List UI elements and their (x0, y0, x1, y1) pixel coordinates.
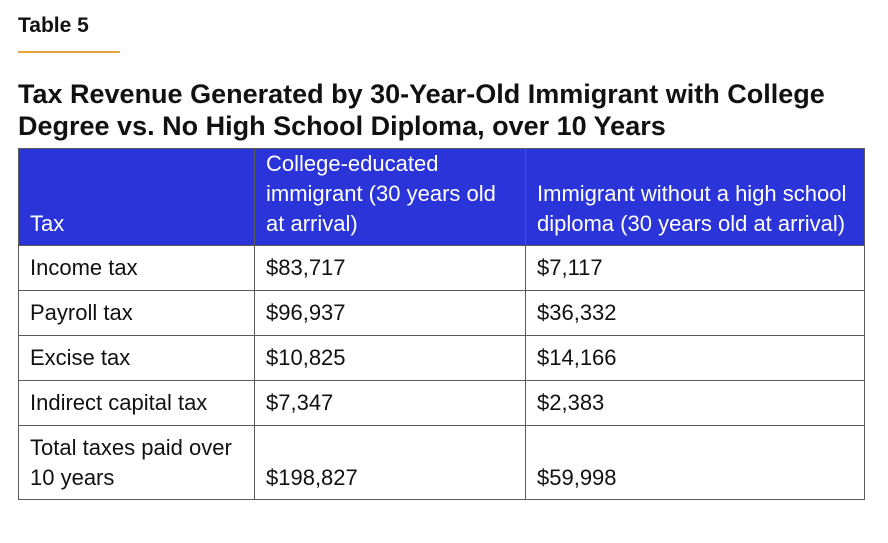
no-diploma-value-cell: $7,117 (525, 245, 865, 291)
accent-divider (18, 51, 120, 53)
row-label-cell: Income tax (18, 245, 255, 291)
row-label-cell: Excise tax (18, 335, 255, 381)
table-title: Tax Revenue Generated by 30-Year-Old Imm… (18, 79, 825, 141)
no-diploma-value-cell: $2,383 (525, 380, 865, 426)
no-diploma-value-cell: $14,166 (525, 335, 865, 381)
table-row: Excise tax $10,825 $14,166 (18, 335, 865, 381)
table-row: Indirect capital tax $7,347 $2,383 (18, 380, 865, 426)
total-row: Total taxes paid over 10 years $198,827 … (18, 425, 865, 500)
column-header-college-educated: College-educated immigrant (30 years old… (254, 148, 526, 246)
column-header-no-diploma: Immigrant without a high school diploma … (525, 148, 865, 246)
row-label-cell: Payroll tax (18, 290, 255, 336)
row-label-cell: Total taxes paid over 10 years (18, 425, 255, 500)
college-value-cell: $96,937 (254, 290, 526, 336)
column-header-tax: Tax (18, 148, 255, 246)
college-value-cell: $83,717 (254, 245, 526, 291)
no-diploma-value-cell: $36,332 (525, 290, 865, 336)
table-number-label: Table 5 (18, 14, 89, 37)
college-value-cell: $198,827 (254, 425, 526, 500)
table-row: Income tax $83,717 $7,117 (18, 245, 865, 291)
tax-revenue-table: Tax College-educated immigrant (30 years… (18, 148, 865, 500)
table-row: Payroll tax $96,937 $36,332 (18, 290, 865, 336)
table-header-row: Tax College-educated immigrant (30 years… (18, 148, 865, 246)
row-label-cell: Indirect capital tax (18, 380, 255, 426)
college-value-cell: $10,825 (254, 335, 526, 381)
college-value-cell: $7,347 (254, 380, 526, 426)
no-diploma-value-cell: $59,998 (525, 425, 865, 500)
